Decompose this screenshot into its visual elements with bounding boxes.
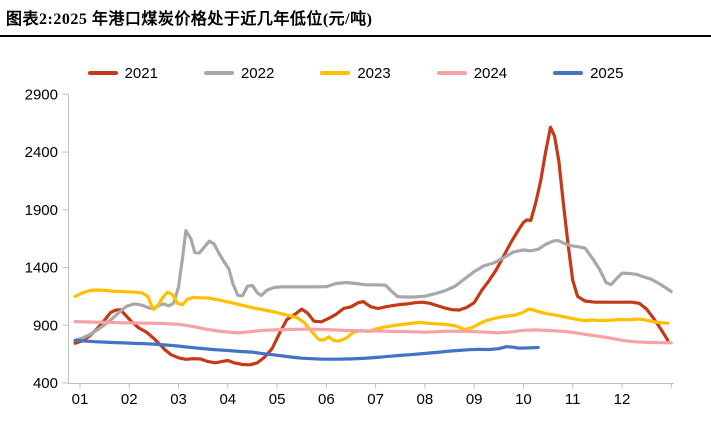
x-tick-label: 07 xyxy=(367,391,384,408)
y-tick-label: 400 xyxy=(33,375,58,392)
legend-item-2023: 2023 xyxy=(320,64,391,82)
legend-swatch-2022 xyxy=(203,71,234,75)
legend-label-2024: 2024 xyxy=(473,64,508,82)
axes xyxy=(68,94,674,384)
x-tick-label: 05 xyxy=(269,391,286,408)
legend-item-2025: 2025 xyxy=(553,66,623,81)
chart-legend: 2021 2022 2023 2024 2025 xyxy=(0,63,711,83)
y-tick-label: 2400 xyxy=(25,144,58,161)
legend-swatch-2025 xyxy=(553,71,584,75)
legend-label-2025: 2025 xyxy=(590,64,624,82)
x-tick-label: 08 xyxy=(417,391,434,408)
y-tick-label: 1900 xyxy=(25,202,58,219)
x-tick-label: 03 xyxy=(170,391,187,408)
x-tick-label: 10 xyxy=(515,391,532,408)
legend-label-2021: 2021 xyxy=(124,64,158,82)
legend-label-2022: 2022 xyxy=(240,64,275,82)
chart-title: 图表2:2025 年港口煤炭价格处于近几年低位(元/吨) xyxy=(6,11,373,28)
legend-label-2023: 2023 xyxy=(357,64,391,82)
x-tick-label: 09 xyxy=(466,391,483,408)
x-tick-label: 02 xyxy=(121,391,138,408)
x-tick-label: 11 xyxy=(565,391,581,408)
legend-item-2022: 2022 xyxy=(203,64,275,82)
x-tick-label: 06 xyxy=(318,391,335,408)
legend-item-2024: 2024 xyxy=(436,64,508,82)
y-tick-label: 2900 xyxy=(25,86,58,103)
x-tick-label: 01 xyxy=(72,391,89,408)
legend-item-2021: 2021 xyxy=(87,64,158,82)
x-tick-label: 12 xyxy=(614,391,631,408)
series-line-2022 xyxy=(73,229,673,342)
y-tick-label: 900 xyxy=(33,317,58,334)
price-chart-svg: 400 900 1400 1900 2400 2900 01 02 03 04 05 06 07 08 09… xyxy=(25,86,674,408)
legend-swatch-2021 xyxy=(87,71,118,75)
y-tick-label: 1400 xyxy=(25,260,58,277)
x-tick-label: 04 xyxy=(219,391,236,408)
title-rule xyxy=(0,35,711,37)
legend-swatch-2024 xyxy=(436,71,467,75)
x-axis-ticks: 01 02 03 04 05 06 07 08 09 10 11 12 xyxy=(72,383,672,408)
legend-swatch-2023 xyxy=(320,71,351,75)
series-line-2021 xyxy=(73,125,670,367)
series-line-2024 xyxy=(73,320,673,345)
series-line-2025 xyxy=(73,338,540,361)
y-axis-ticks: 400 900 1400 1900 2400 2900 xyxy=(25,86,69,392)
